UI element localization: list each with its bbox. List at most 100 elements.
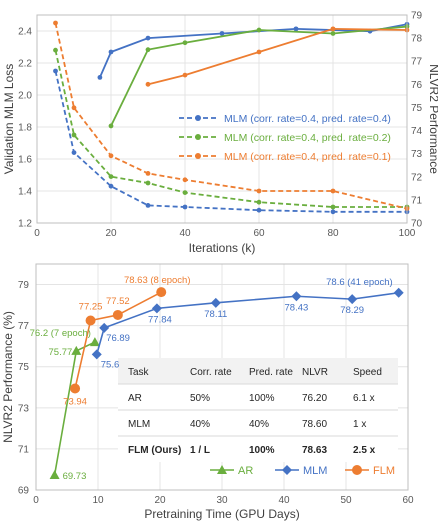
top-series-point bbox=[256, 49, 262, 55]
bottom-series-point bbox=[91, 349, 102, 360]
bottom-data-label: 73.94 bbox=[63, 397, 87, 408]
bottom-y-tick-label: 69 bbox=[18, 486, 30, 497]
bottom-data-label: 69.73 bbox=[63, 471, 87, 482]
bottom-legend-label: MLM bbox=[303, 465, 327, 477]
top-x-tick-label: 0 bbox=[34, 228, 40, 239]
table-cell: 2.5 x bbox=[353, 445, 376, 456]
bottom-x-tick-label: 20 bbox=[154, 495, 166, 506]
top-series-point bbox=[145, 203, 151, 208]
table-header-cell: Task bbox=[128, 367, 150, 378]
bottom-x-axis-title: Pretraining Time (GPU Days) bbox=[144, 507, 299, 521]
top-series-point bbox=[145, 47, 151, 53]
top-series-point bbox=[182, 177, 188, 183]
top-series-point bbox=[71, 150, 77, 156]
top-series-point bbox=[71, 105, 77, 111]
bottom-series-point bbox=[151, 303, 162, 314]
bottom-series-point bbox=[89, 337, 100, 347]
top-series-point bbox=[108, 183, 114, 189]
top-series-line-0 bbox=[54, 70, 407, 213]
top-series-point bbox=[108, 174, 114, 180]
top-legend-marker bbox=[195, 153, 201, 159]
bottom-x-tick-label: 0 bbox=[33, 495, 39, 506]
top-legend-label: MLM (corr. rate=0.4, pred. rate=0.1) bbox=[224, 151, 391, 163]
table-cell: 1 x bbox=[353, 419, 366, 430]
bottom-series-point bbox=[49, 470, 60, 480]
bottom-data-label: 78.11 bbox=[204, 309, 227, 320]
bottom-data-label: 78.43 bbox=[285, 302, 309, 313]
bottom-y-tick-label: 73 bbox=[18, 403, 30, 414]
top-y2-tick-label: 71 bbox=[411, 195, 423, 206]
bottom-x-tick-label: 40 bbox=[278, 495, 290, 506]
top-chart: 0 20 40 60 80 100 1.2 1.4 1.6 1.8 2.0 2.2 2.4 70 71 72 7… bbox=[2, 11, 438, 256]
top-legend: MLM (corr. rate=0.4, pred. rate=0.4) MLM … bbox=[179, 113, 391, 163]
top-series-point bbox=[182, 204, 188, 210]
bottom-series-point bbox=[85, 315, 96, 326]
table-cell: 78.63 bbox=[302, 445, 327, 456]
bottom-data-label: 78.6 (41 epoch) bbox=[326, 277, 393, 288]
table-header-cell: Corr. rate bbox=[190, 367, 232, 378]
table-cell: 1 / L bbox=[190, 445, 210, 456]
bottom-series bbox=[49, 287, 404, 480]
bottom-series-line-0 bbox=[53, 341, 96, 476]
top-series-point bbox=[97, 75, 103, 80]
top-y2-tick-label: 74 bbox=[411, 126, 423, 137]
table-header-cell: Pred. rate bbox=[249, 367, 293, 378]
top-series-point bbox=[108, 49, 114, 55]
bottom-data-labels: 69.73 75.77 76.2 (7 epoch) 75.6 76.89 77.84 78… bbox=[30, 275, 393, 482]
top-y-axis-title: Validation MLM Loss bbox=[2, 64, 16, 175]
top-y2-tick-label: 77 bbox=[411, 57, 423, 68]
top-legend-label: MLM (corr. rate=0.4, pred. rate=0.4) bbox=[224, 113, 391, 125]
top-series-point bbox=[108, 153, 114, 159]
bottom-legend-marker bbox=[352, 465, 362, 475]
top-series-line-1 bbox=[54, 50, 407, 208]
top-y2-tick-label: 73 bbox=[411, 149, 423, 160]
table-cell: 50% bbox=[190, 393, 210, 404]
bottom-legend-label: AR bbox=[238, 465, 253, 477]
bottom-ticks: 0 10 20 30 40 50 60 69 71 73 75 77 79 bbox=[18, 280, 414, 506]
top-series-point bbox=[330, 204, 336, 210]
top-y-tick-label: 2.0 bbox=[18, 91, 32, 102]
bottom-series-point bbox=[112, 309, 123, 320]
bottom-data-label: 75.6 bbox=[101, 359, 120, 370]
bottom-legend-marker bbox=[282, 465, 292, 475]
bottom-data-label: 75.77 bbox=[49, 347, 73, 358]
top-y2-tick-label: 76 bbox=[411, 80, 423, 91]
top-series-line-2 bbox=[54, 22, 408, 210]
bottom-series-point bbox=[393, 287, 404, 298]
bottom-legend-label: FLM bbox=[373, 465, 395, 477]
table-cell: MLM bbox=[128, 419, 150, 430]
top-series-point bbox=[256, 199, 262, 205]
bottom-data-label: 77.84 bbox=[148, 314, 172, 325]
table-cell: AR bbox=[128, 393, 142, 404]
top-legend-marker bbox=[195, 134, 201, 140]
bottom-data-label: 78.29 bbox=[340, 305, 364, 316]
top-series-point bbox=[330, 31, 336, 36]
table-cell: 100% bbox=[249, 393, 275, 404]
top-series-point bbox=[330, 188, 336, 194]
bottom-x-tick-label: 30 bbox=[216, 495, 228, 506]
top-y-tick-label: 1.2 bbox=[18, 219, 32, 230]
top-x-tick-label: 20 bbox=[105, 228, 117, 239]
top-series-point bbox=[108, 123, 114, 129]
top-y-tick-label: 1.4 bbox=[18, 187, 32, 198]
bottom-data-label: 77.52 bbox=[106, 296, 130, 307]
top-series-point bbox=[145, 81, 151, 87]
bottom-series-point bbox=[99, 322, 110, 333]
bottom-chart: 0 10 20 30 40 50 60 69 71 73 75 77 79 Task Corr. rate… bbox=[1, 263, 414, 521]
top-y2-tick-label: 72 bbox=[411, 172, 423, 183]
top-x-axis-title: Iterations (k) bbox=[189, 241, 256, 255]
bottom-y-tick-label: 71 bbox=[18, 444, 30, 455]
bottom-series-line-2 bbox=[74, 291, 162, 389]
top-y-tick-label: 1.8 bbox=[18, 123, 32, 134]
top-series-point bbox=[145, 180, 151, 186]
bottom-data-label: 76.89 bbox=[106, 333, 130, 344]
bottom-series-point bbox=[347, 294, 358, 305]
bottom-series-point bbox=[156, 287, 167, 298]
top-series-point bbox=[293, 26, 299, 32]
table-cell: 6.1 x bbox=[353, 393, 375, 404]
bottom-y-tick-label: 77 bbox=[18, 321, 30, 332]
bottom-x-tick-label: 60 bbox=[402, 495, 414, 506]
top-y-tick-label: 2.4 bbox=[18, 27, 32, 38]
bottom-x-tick-label: 10 bbox=[92, 495, 104, 506]
bottom-legend: AR MLM FLM bbox=[210, 465, 395, 477]
